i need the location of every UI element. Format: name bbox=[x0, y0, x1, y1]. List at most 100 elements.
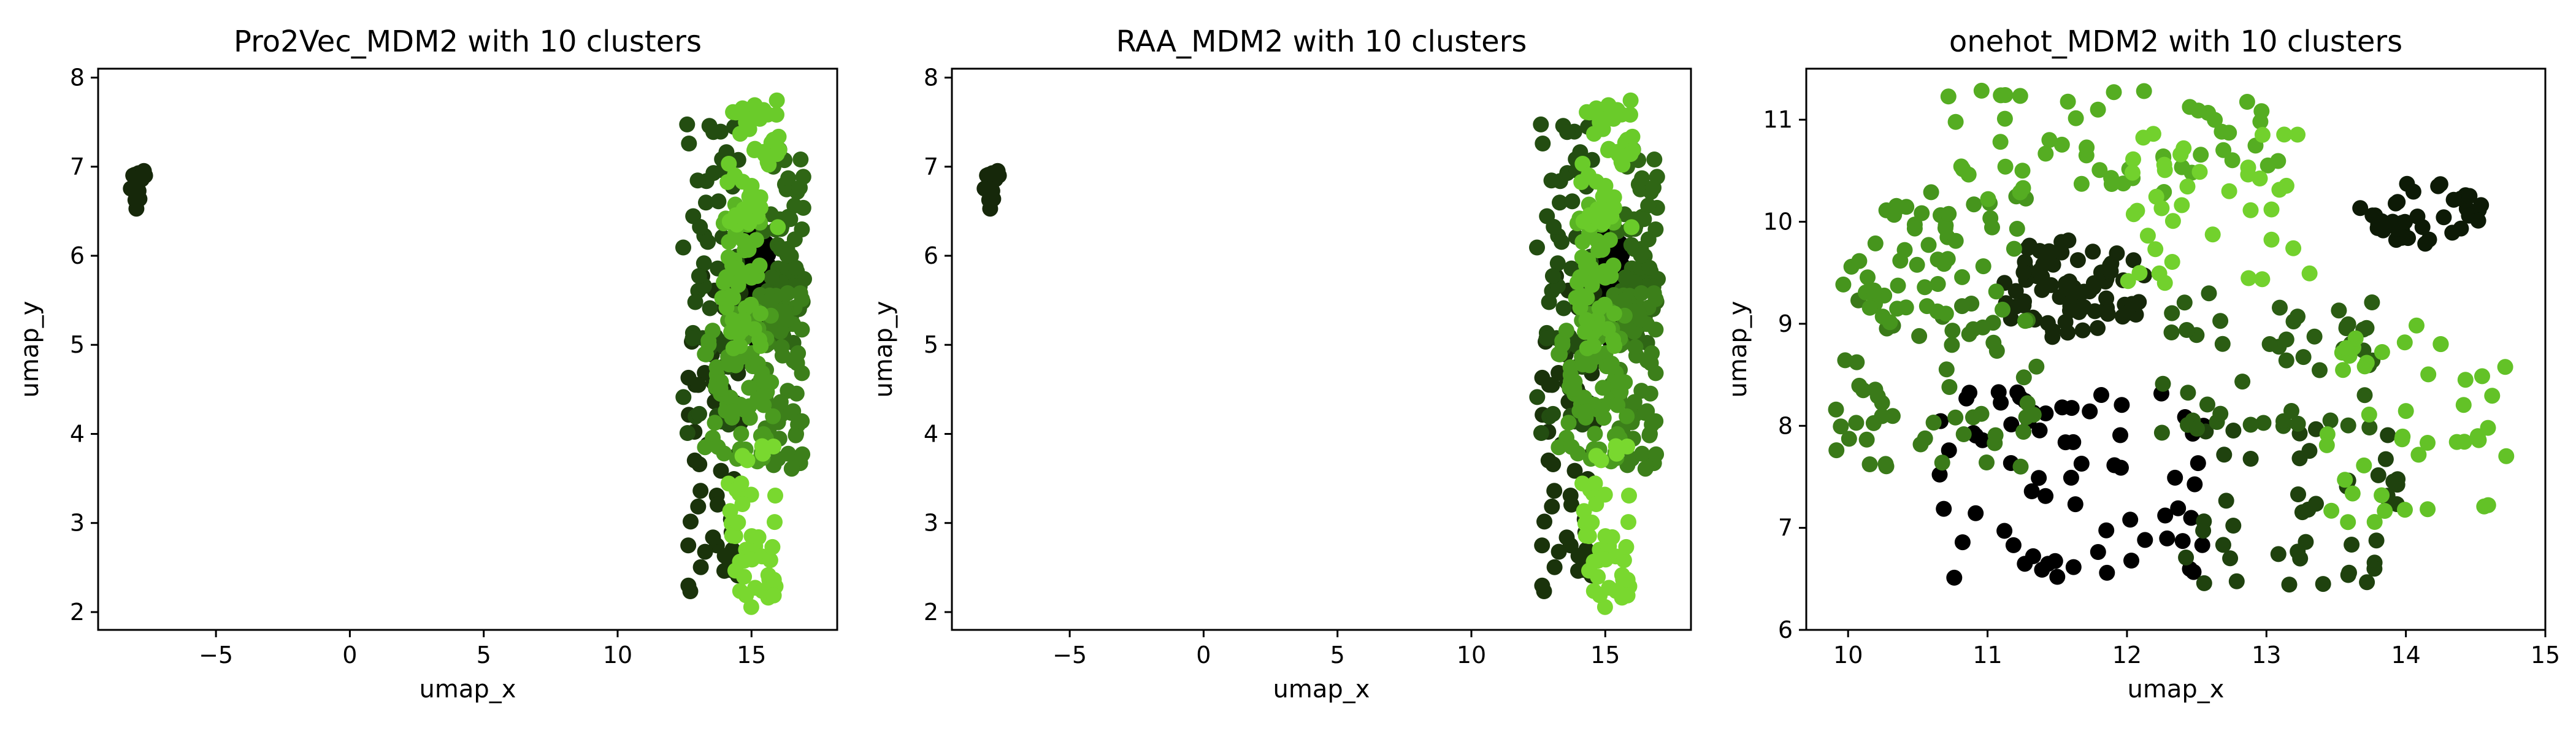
scatter-point-cluster-5 bbox=[1912, 436, 1929, 453]
scatter-point-cluster-2 bbox=[1544, 498, 1560, 515]
scatter-point-cluster-3 bbox=[2377, 451, 2394, 467]
scatter-point-cluster-6 bbox=[1587, 426, 1603, 442]
scatter-point-cluster-8 bbox=[1588, 100, 1604, 117]
scatter-point-cluster-3 bbox=[679, 116, 696, 132]
scatter-point-cluster-8 bbox=[1585, 126, 1602, 142]
scatter-point-cluster-9 bbox=[2125, 151, 2141, 167]
scatter-point-cluster-4 bbox=[786, 197, 803, 214]
scatter-point-cluster-7 bbox=[2136, 83, 2152, 99]
scatter-points bbox=[976, 92, 1666, 615]
scatter-point-cluster-5 bbox=[1874, 408, 1890, 424]
scatter-point-cluster-0 bbox=[1931, 466, 1948, 483]
y-tick-label: 11 bbox=[1763, 106, 1793, 133]
scatter-point-cluster-8 bbox=[2456, 434, 2472, 450]
scatter-point-cluster-6 bbox=[1909, 256, 1925, 273]
scatter-point-cluster-8 bbox=[2394, 428, 2411, 445]
scatter-point-cluster-5 bbox=[1861, 456, 1878, 472]
scatter-point-cluster-0 bbox=[2065, 434, 2082, 450]
scatter-point-cluster-3 bbox=[679, 425, 696, 441]
scatter-point-cluster-8 bbox=[1600, 190, 1616, 206]
scatter-point-cluster-6 bbox=[1936, 256, 1952, 272]
scatter-point-cluster-5 bbox=[778, 311, 795, 328]
scatter-point-cluster-8 bbox=[2335, 362, 2352, 378]
scatter-point-cluster-8 bbox=[2480, 420, 2496, 436]
scatter-point-cluster-5 bbox=[794, 365, 810, 381]
scatter-point-cluster-1 bbox=[2405, 183, 2421, 200]
scatter-point-cluster-9 bbox=[1588, 496, 1604, 512]
scatter-point-cluster-2 bbox=[2045, 323, 2061, 339]
scatter-point-cluster-8 bbox=[2420, 435, 2436, 451]
scatter-point-cluster-0 bbox=[1941, 442, 1957, 459]
scatter-point-cluster-2 bbox=[2074, 322, 2091, 339]
scatter-points bbox=[123, 92, 812, 615]
scatter-point-cluster-4 bbox=[2358, 320, 2375, 336]
scatter-point-cluster-7 bbox=[1940, 88, 1957, 105]
scatter-point-cluster-0 bbox=[2170, 500, 2187, 516]
scatter-point-cluster-8 bbox=[2410, 447, 2427, 463]
scatter-point-cluster-5 bbox=[1841, 431, 1857, 447]
scatter-point-cluster-5 bbox=[2015, 424, 2032, 440]
scatter-point-cluster-7 bbox=[726, 259, 743, 276]
chart-panel-3: onehot_MDM2 with 10 clusters 10 11 12 13 14 15… bbox=[1724, 25, 2560, 703]
scatter-point-cluster-6 bbox=[1947, 232, 1964, 249]
scatter-point-cluster-8 bbox=[1603, 209, 1620, 225]
scatter-point-cluster-2 bbox=[1534, 577, 1551, 594]
scatter-point-cluster-8 bbox=[2420, 501, 2436, 518]
scatter-point-cluster-0 bbox=[1946, 569, 1963, 586]
scatter-point-cluster-0 bbox=[2067, 496, 2083, 513]
scatter-point-cluster-6 bbox=[1892, 253, 1909, 269]
scatter-point-cluster-5 bbox=[1632, 311, 1649, 328]
scatter-point-cluster-5 bbox=[1646, 285, 1662, 302]
scatter-point-cluster-6 bbox=[1898, 299, 1914, 316]
scatter-point-cluster-2 bbox=[692, 559, 709, 575]
scatter-point-cluster-7 bbox=[2260, 157, 2276, 174]
scatter-point-cluster-6 bbox=[1551, 439, 1567, 456]
scatter-point-cluster-9 bbox=[734, 496, 751, 512]
scatter-point-cluster-5 bbox=[794, 413, 810, 429]
chart-title: Pro2Vec_MDM2 with 10 clusters bbox=[234, 25, 702, 59]
scatter-point-cluster-5 bbox=[1634, 445, 1650, 462]
scatter-point-cluster-3 bbox=[1533, 116, 1549, 132]
scatter-point-cluster-8 bbox=[2356, 457, 2372, 473]
scatter-point-cluster-9 bbox=[2172, 146, 2189, 163]
scatter-point-cluster-2 bbox=[2069, 252, 2086, 269]
scatter-point-cluster-1 bbox=[2436, 209, 2452, 226]
scatter-point-cluster-0 bbox=[2090, 544, 2106, 560]
scatter-point-cluster-7 bbox=[2190, 102, 2207, 119]
scatter-point-cluster-6 bbox=[2009, 221, 2025, 237]
scatter-point-cluster-3 bbox=[2290, 543, 2306, 560]
scatter-point-cluster-5 bbox=[1925, 415, 1942, 431]
scatter-point-cluster-5 bbox=[2012, 458, 2029, 475]
scatter-point-cluster-6 bbox=[1867, 235, 1884, 251]
scatter-point-cluster-6 bbox=[1860, 269, 1876, 286]
scatter-point-cluster-1 bbox=[2461, 188, 2478, 204]
scatter-point-cluster-4 bbox=[2176, 294, 2193, 311]
y-tick-label: 10 bbox=[1763, 209, 1793, 236]
scatter-point-cluster-6 bbox=[707, 415, 723, 431]
scatter-point-cluster-6 bbox=[1619, 408, 1635, 424]
scatter-point-cluster-6 bbox=[1609, 426, 1625, 442]
chart-title: onehot_MDM2 with 10 clusters bbox=[1949, 25, 2402, 59]
scatter-point-cluster-6 bbox=[1917, 279, 1933, 296]
scatter-point-cluster-1 bbox=[1614, 247, 1630, 263]
scatter-point-cluster-7 bbox=[740, 241, 757, 258]
scatter-point-cluster-3 bbox=[700, 234, 716, 250]
scatter-point-cluster-4 bbox=[780, 170, 797, 186]
scatter-point-cluster-8 bbox=[2432, 336, 2449, 353]
x-tick-label: 14 bbox=[2391, 642, 2420, 669]
scatter-point-cluster-8 bbox=[1590, 207, 1606, 224]
scatter-point-cluster-9 bbox=[2241, 270, 2257, 286]
scatter-point-cluster-3 bbox=[705, 124, 722, 140]
scatter-point-cluster-1 bbox=[760, 247, 776, 263]
scatter-point-cluster-2 bbox=[1558, 529, 1575, 546]
scatter-point-cluster-0 bbox=[2099, 564, 2115, 581]
scatter-point-cluster-3 bbox=[2225, 518, 2242, 534]
scatter-point-cluster-6 bbox=[1574, 356, 1591, 373]
scatter-point-cluster-8 bbox=[2338, 340, 2355, 356]
scatter-point-cluster-7 bbox=[746, 321, 762, 337]
axes-frame bbox=[1805, 67, 2547, 631]
scatter-point-cluster-4 bbox=[2179, 322, 2195, 338]
scatter-point-cluster-1 bbox=[2445, 191, 2462, 208]
scatter-point-cluster-0 bbox=[2098, 522, 2115, 539]
scatter-point-cluster-8 bbox=[769, 107, 784, 123]
